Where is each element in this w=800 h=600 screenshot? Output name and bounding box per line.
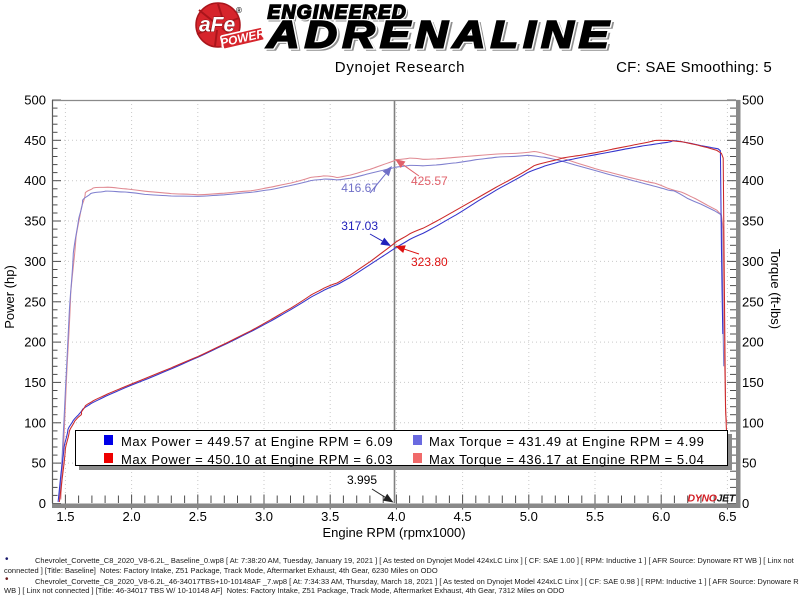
- svg-text:3.995: 3.995: [347, 473, 377, 487]
- svg-text:300: 300: [742, 254, 764, 269]
- svg-text:1.5: 1.5: [56, 509, 74, 524]
- svg-text:0: 0: [742, 496, 749, 511]
- svg-text:500: 500: [742, 93, 764, 108]
- svg-text:100: 100: [742, 415, 764, 430]
- svg-text:ADRENALINE: ADRENALINE: [269, 15, 617, 58]
- svg-text:3.5: 3.5: [321, 509, 339, 524]
- svg-text:0: 0: [39, 496, 46, 511]
- svg-text:ENGINEERED: ENGINEERED: [269, 4, 409, 25]
- svg-text:Torque (ft-lbs): Torque (ft-lbs): [768, 249, 783, 329]
- svg-text:400: 400: [24, 173, 46, 188]
- svg-text:200: 200: [24, 335, 46, 350]
- svg-text:5.5: 5.5: [586, 509, 604, 524]
- svg-text:4.0: 4.0: [387, 509, 405, 524]
- svg-text:50: 50: [742, 456, 756, 471]
- svg-text:ENGINEERED: ENGINEERED: [268, 3, 408, 24]
- svg-text:500: 500: [24, 93, 46, 108]
- svg-text:Engine RPM (rpmx1000): Engine RPM (rpmx1000): [322, 525, 465, 540]
- svg-text:250: 250: [24, 294, 46, 309]
- svg-text:100: 100: [24, 415, 46, 430]
- svg-text:150: 150: [24, 375, 46, 390]
- svg-text:aFe: aFe: [199, 14, 236, 37]
- svg-text:5.0: 5.0: [520, 509, 538, 524]
- svg-text:400: 400: [742, 173, 764, 188]
- svg-text:250: 250: [742, 294, 764, 309]
- svg-text:6.5: 6.5: [718, 509, 736, 524]
- svg-text:ADRENALINE: ADRENALINE: [266, 13, 614, 56]
- svg-text:300: 300: [24, 254, 46, 269]
- svg-text:350: 350: [24, 214, 46, 229]
- svg-text:2.5: 2.5: [189, 509, 207, 524]
- svg-text:DYNOJET: DYNOJET: [688, 493, 737, 505]
- svg-text:50: 50: [32, 456, 46, 471]
- svg-text:425.57: 425.57: [411, 174, 448, 188]
- svg-text:2.0: 2.0: [123, 509, 141, 524]
- svg-text:317.03: 317.03: [341, 219, 378, 233]
- svg-text:®: ®: [236, 6, 242, 15]
- svg-text:450: 450: [742, 133, 764, 148]
- svg-text:ADRENALINE: ADRENALINE: [266, 13, 614, 56]
- svg-text:416.67: 416.67: [341, 181, 378, 195]
- svg-text:3.0: 3.0: [255, 509, 273, 524]
- svg-text:200: 200: [742, 335, 764, 350]
- svg-text:323.80: 323.80: [411, 255, 448, 269]
- svg-text:4.5: 4.5: [454, 509, 472, 524]
- svg-text:Power (hp): Power (hp): [2, 265, 17, 329]
- svg-text:ENGINEERED: ENGINEERED: [268, 3, 408, 24]
- svg-text:450: 450: [24, 133, 46, 148]
- svg-text:350: 350: [742, 214, 764, 229]
- svg-text:150: 150: [742, 375, 764, 390]
- svg-text:6.0: 6.0: [652, 509, 670, 524]
